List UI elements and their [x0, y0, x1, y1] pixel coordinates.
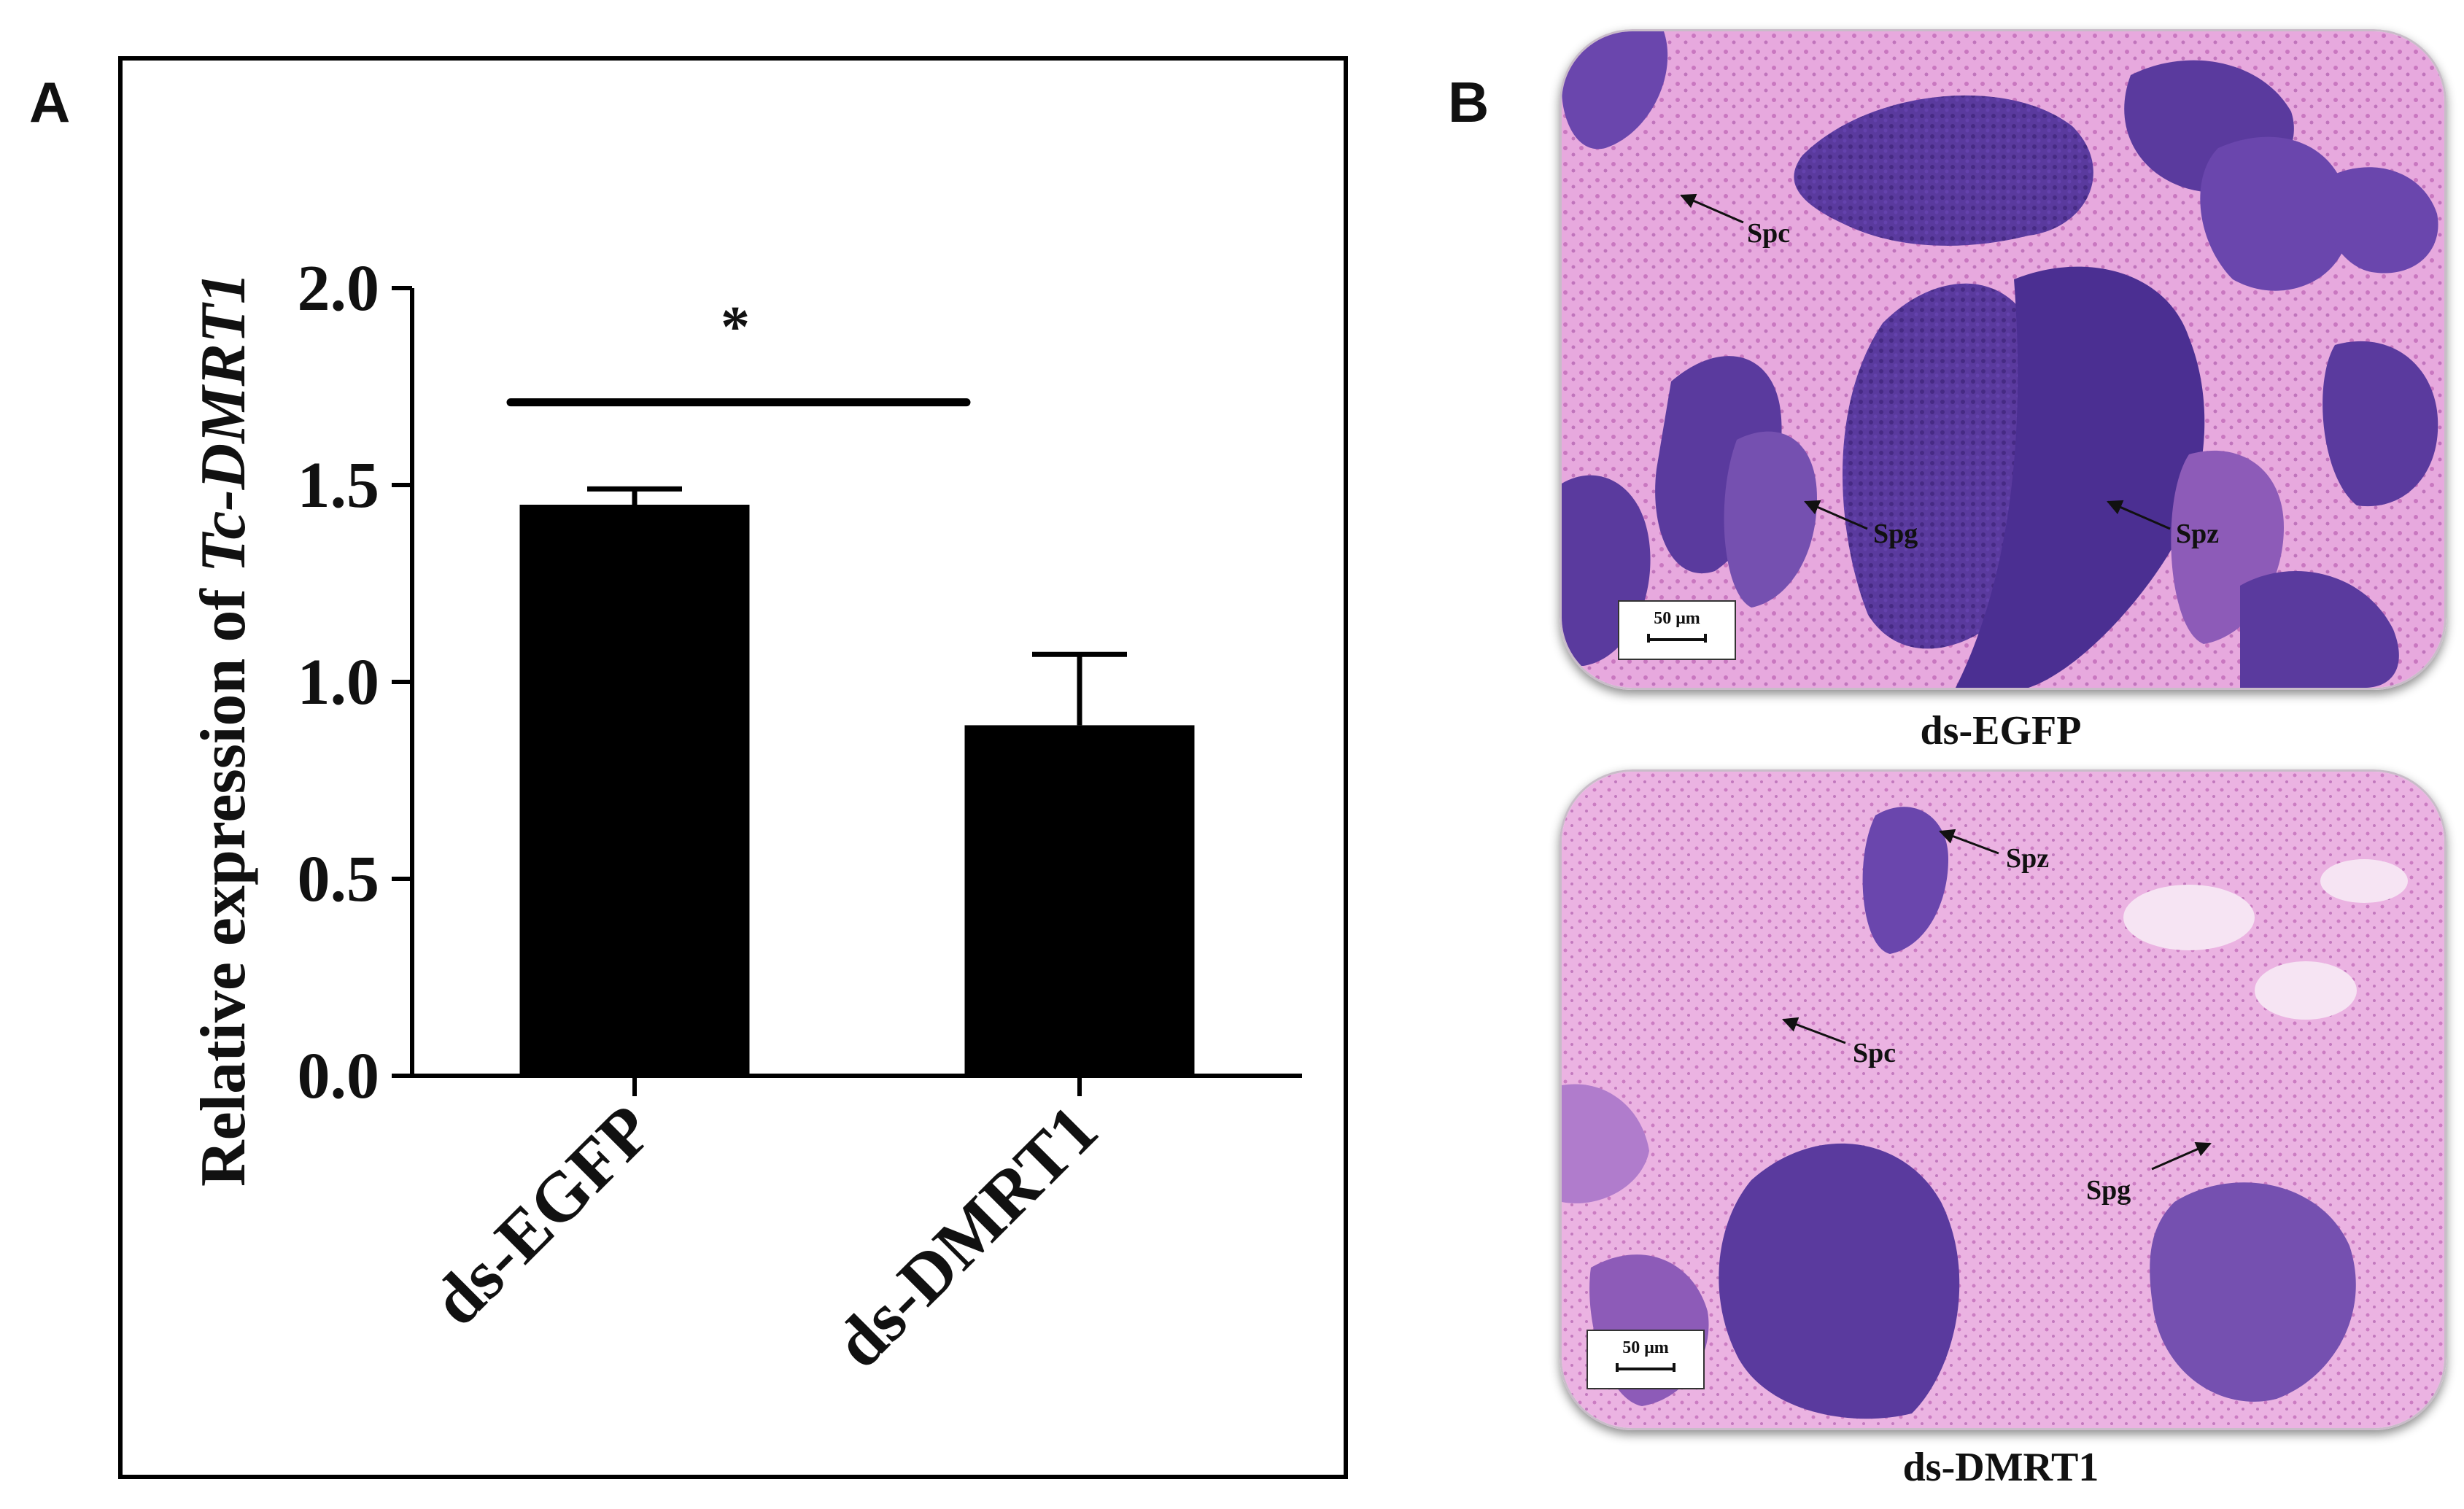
scale-bar-dmrt1: 50 μm [1587, 1330, 1705, 1389]
y-tick-label: 1.0 [298, 646, 380, 718]
chart-marks: * [506, 295, 1195, 1076]
bar-ds-egfp [519, 505, 750, 1076]
label-dmrt1-spz: Spz [2006, 843, 2050, 874]
panel-letter-b: B [1448, 70, 1489, 134]
y-tick-label: 2.0 [298, 252, 380, 325]
x-tick-label: ds-DMRT1 [819, 1090, 1112, 1382]
label-dmrt1-spc: Spc [1853, 1038, 1897, 1068]
scale-bar-line [1616, 1363, 1675, 1372]
y-axis-title-gene: Tc-DMRT1 [188, 272, 259, 573]
scale-bar-label: 50 μm [1622, 1338, 1669, 1357]
label-egfp-spg: Spg [1873, 519, 1918, 549]
scale-bar-egfp: 50 μm [1618, 600, 1736, 660]
y-axis-title: Relative expression of Tc-DMRT1 [188, 272, 259, 1187]
histology-image-dmrt1 [1562, 772, 2444, 1428]
label-egfp-spc: Spc [1747, 218, 1791, 249]
significance-marker: * [721, 295, 750, 360]
panel-letter-a: A [29, 70, 71, 134]
caption-ds-egfp: ds-EGFP [1920, 708, 2082, 753]
y-axis-title-prefix: Relative expression of [188, 573, 259, 1187]
bar-ds-dmrt1 [964, 725, 1195, 1076]
y-tick-label: 0.5 [298, 843, 380, 915]
micrograph-ds-egfp [1560, 29, 2446, 690]
y-tick-label: 0.0 [298, 1040, 380, 1112]
label-dmrt1-spg: Spg [2086, 1175, 2131, 1206]
micrograph-ds-dmrt1 [1560, 769, 2446, 1430]
x-tick-label: ds-EGFP [417, 1090, 667, 1340]
scale-bar-line [1647, 634, 1707, 643]
chart-frame [118, 56, 1348, 1479]
label-egfp-spz: Spz [2176, 519, 2220, 549]
histology-image-egfp [1562, 31, 2444, 688]
y-tick-label: 1.5 [298, 449, 380, 521]
caption-ds-dmrt1: ds-DMRT1 [1902, 1445, 2099, 1490]
scale-bar-label: 50 μm [1654, 609, 1700, 628]
